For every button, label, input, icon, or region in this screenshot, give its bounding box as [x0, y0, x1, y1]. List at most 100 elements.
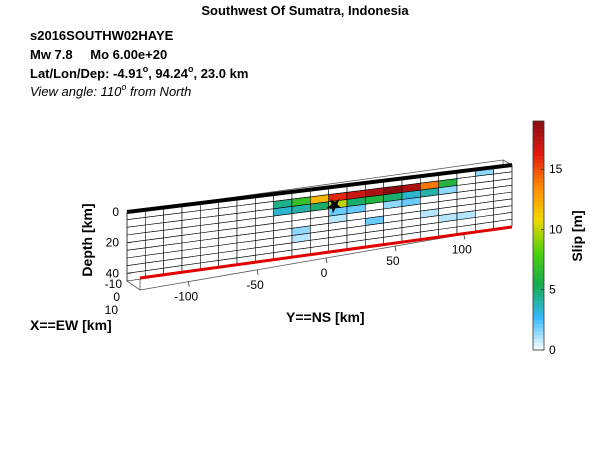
- colorbar-segment: [533, 220, 544, 225]
- colorbar-segment: [533, 136, 544, 141]
- view-angle-line: View angle: 110o from North: [30, 82, 191, 99]
- colorbar-tick-label: 0: [549, 343, 556, 357]
- colorbar-segment: [533, 216, 544, 221]
- view-degree: o: [121, 82, 126, 92]
- x-tick-label: -10: [105, 277, 123, 291]
- colorbar-segment: [533, 170, 544, 176]
- colorbar-segment: [533, 292, 544, 298]
- axes-box-front: [126, 165, 513, 281]
- colorbar-segment: [533, 151, 544, 156]
- y-tick-label: -50: [246, 278, 264, 292]
- colorbar-segment: [533, 239, 544, 244]
- colorbar-segment: [533, 288, 544, 294]
- colorbar-segment: [533, 327, 544, 332]
- y-tick-label: 100: [452, 242, 472, 256]
- colorbar-segment: [533, 243, 544, 248]
- colorbar: 0 5 10 15: [532, 120, 563, 357]
- colorbar-segment: [533, 121, 544, 126]
- colorbar-segment: [533, 182, 544, 187]
- y-tick-label: 50: [386, 254, 400, 268]
- z-tick-label: 40: [106, 266, 120, 280]
- colorbar-segment: [533, 201, 544, 206]
- colorbar-segment: [533, 204, 544, 210]
- chart-title: Southwest Of Sumatra, Indonesia: [201, 3, 409, 18]
- colorbar-tick-label: 15: [549, 162, 563, 176]
- colorbar-segment: [533, 262, 544, 267]
- location-prefix: Lat/Lon/Dep:: [30, 66, 113, 81]
- longitude: 94.24: [155, 66, 188, 81]
- colorbar-segment: [533, 235, 544, 240]
- z-tick-label: 20: [106, 236, 120, 250]
- colorbar-segment: [533, 334, 544, 340]
- colorbar-segment: [533, 266, 544, 271]
- view-suffix: from North: [126, 84, 191, 99]
- colorbar-segment: [533, 273, 544, 279]
- colorbar-segment: [533, 189, 544, 195]
- colorbar-segment: [533, 155, 544, 160]
- y-tick-label: 0: [321, 266, 328, 280]
- colorbar-segment: [533, 323, 544, 328]
- colorbar-segment: [533, 128, 544, 134]
- sep-1: ,: [148, 66, 155, 81]
- colorbar-segment: [533, 311, 544, 317]
- colorbar-segment: [533, 185, 544, 191]
- fault-slip-grid: [126, 163, 513, 282]
- lat-degree: o: [143, 64, 149, 74]
- colorbar-segment: [533, 304, 544, 309]
- colorbar-segment: [533, 143, 544, 149]
- latitude: -4.91: [113, 66, 143, 81]
- colorbar-segment: [533, 147, 544, 153]
- magnitude: Mw 7.8: [30, 47, 73, 62]
- colorbar-segment: [533, 281, 544, 286]
- colorbar-tick-label: 5: [549, 283, 556, 297]
- colorbar-segment: [533, 330, 544, 336]
- colorbar-segment: [533, 315, 544, 321]
- colorbar-segment: [533, 178, 544, 183]
- colorbar-segment: [533, 162, 544, 168]
- y-tick-mark: [187, 281, 190, 287]
- y-tick-mark: [463, 234, 466, 240]
- colorbar-segment: [533, 124, 544, 130]
- colorbar-segment: [533, 285, 544, 290]
- x-tick-label: 0: [113, 290, 120, 304]
- colorbar-segment: [533, 197, 544, 202]
- colorbar-segment: [533, 166, 544, 172]
- colorbar-label: Slip [m]: [569, 210, 585, 261]
- colorbar-segment: [533, 140, 544, 145]
- colorbar-segment: [533, 246, 544, 252]
- colorbar-segment: [533, 277, 544, 282]
- colorbar-tick-label: 10: [549, 222, 563, 236]
- colorbar-segment: [533, 231, 544, 237]
- z-tick-label: 0: [112, 205, 119, 219]
- colorbar-segment: [533, 308, 544, 313]
- location-line: Lat/Lon/Dep: -4.91o, 94.24o, 23.0 km: [30, 64, 248, 81]
- sep-2: ,: [193, 66, 200, 81]
- y-tick-mark: [394, 246, 397, 252]
- y-axis-label: Y==NS [km]: [286, 309, 365, 325]
- colorbar-segment: [533, 296, 544, 301]
- x-axis-label: X==EW [km]: [30, 317, 112, 333]
- colorbar-segment: [533, 132, 544, 137]
- fault-top-edge: [126, 163, 513, 214]
- colorbar-segment: [533, 208, 544, 214]
- moment: Mo 6.00e+20: [90, 47, 167, 62]
- y-tick-mark: [256, 269, 259, 275]
- fault-bottom-trace: [139, 225, 513, 280]
- event-id: s2016SOUTHW02HAYE: [30, 28, 174, 43]
- y-tick-label: -100: [174, 290, 198, 304]
- colorbar-segment: [533, 346, 544, 351]
- hypocenter-star: [326, 198, 342, 214]
- box-edge-back: [126, 280, 141, 291]
- colorbar-segment: [533, 254, 544, 259]
- lon-degree: o: [188, 64, 194, 74]
- colorbar-frame: [532, 120, 545, 351]
- colorbar-segment: [533, 193, 544, 198]
- z-axis-label: Depth [km]: [79, 203, 95, 276]
- colorbar-segment: [533, 174, 544, 179]
- colorbar-segment: [533, 269, 544, 275]
- colorbar-segment: [533, 212, 544, 218]
- x-tick-label: 10: [105, 303, 119, 317]
- colorbar-segment: [533, 258, 544, 263]
- colorbar-segment: [533, 250, 544, 256]
